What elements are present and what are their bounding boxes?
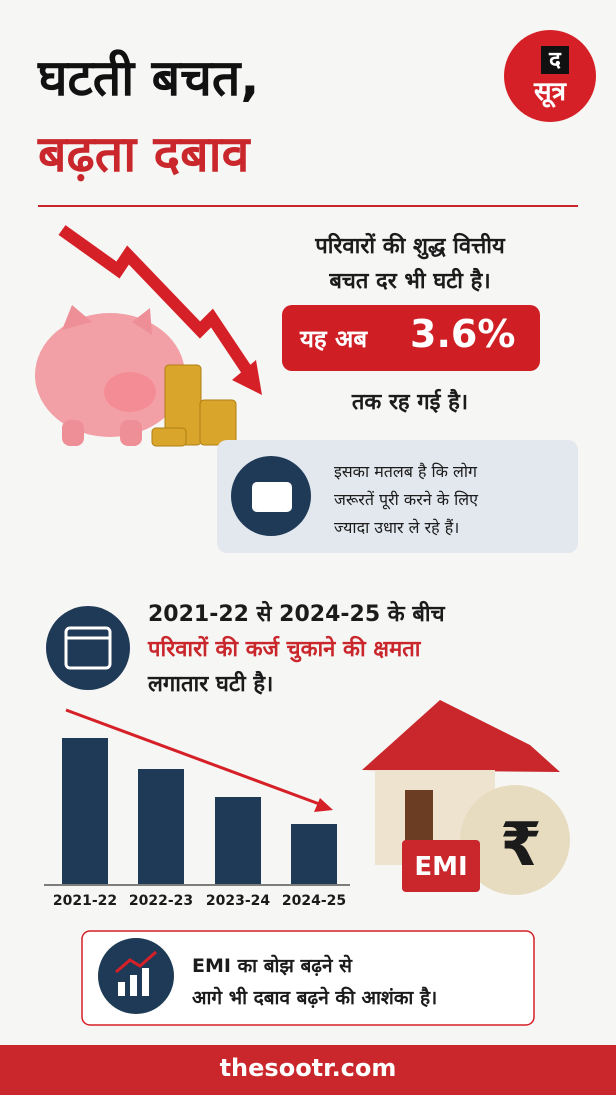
logo-circle [504, 30, 596, 122]
emi-tag [402, 840, 480, 892]
logo-box [541, 46, 569, 74]
title: बढ़ता दबाव [38, 125, 250, 183]
calendar-shape [64, 626, 112, 670]
piggy-ear [132, 308, 152, 335]
year-label: 2023-24 [205, 893, 271, 909]
falling-arrow [58, 225, 253, 376]
piggy-body [35, 313, 185, 437]
year-label: 2021-22 [52, 893, 118, 909]
logo-text: सूत्र [534, 77, 566, 107]
note-box [217, 440, 578, 553]
wallet-shape [252, 482, 292, 512]
piggy-leg [62, 420, 84, 446]
text: तक रह गई है। [351, 390, 469, 415]
logo-text: द [549, 48, 561, 73]
money-bag [460, 785, 570, 895]
year-label: 2024-25 [281, 893, 347, 909]
piggy-ear [62, 305, 92, 330]
title: घटती बचत, [38, 49, 260, 107]
text: परिवारों की कर्ज चुकाने की क्षमता [148, 637, 421, 662]
growth-bars [118, 968, 149, 996]
text: 2021-22 से 2024-25 के बीच [148, 602, 445, 627]
coins [151, 364, 237, 447]
trend-arrow-head [314, 798, 333, 812]
highlight-value: 3.6% [410, 312, 516, 356]
piggy-snout [104, 372, 156, 412]
rupee-symbol: ₹ [500, 810, 542, 880]
illustrative-bars [62, 738, 337, 884]
note-text: जरूरतें पूरी करने के लिए [334, 490, 478, 509]
outlook-box [81, 930, 535, 1026]
note-text: इसका मतलब है कि लोग [334, 462, 478, 481]
note-text: ज्यादा उधार ले रहे हैं। [334, 518, 460, 537]
piggy-leg [120, 420, 142, 446]
text: परिवारों की शुद्ध वित्तीय [315, 234, 505, 259]
house-roof [362, 700, 560, 772]
outlook-text: EMI का बोझ बढ़ने से [192, 955, 352, 977]
footer-band [0, 1045, 616, 1095]
year-label: 2022-23 [128, 893, 194, 909]
calendar-icon [46, 606, 130, 690]
arrow-head [232, 360, 262, 395]
text: बचत दर भी घटी है। [329, 269, 491, 294]
highlight-pill [282, 305, 540, 371]
growth-line [115, 950, 157, 974]
emi-label: EMI [414, 852, 468, 882]
footer-site: thesootr.com [219, 1054, 397, 1082]
trend-arrow [65, 708, 323, 807]
highlight-text: यह अब [300, 325, 368, 353]
outlook-text: आगे भी दबाव बढ़ने की आशंका है। [192, 987, 438, 1009]
text: लगातार घटी है। [148, 672, 274, 697]
